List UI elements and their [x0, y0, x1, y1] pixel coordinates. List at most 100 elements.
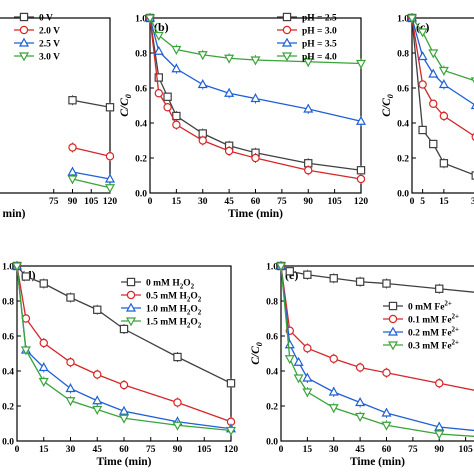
marker-square: [172, 111, 181, 121]
series-3: [67, 174, 116, 194]
marker-triangle-down: [144, 14, 156, 24]
y-tick-label: 0.0: [135, 190, 147, 200]
marker-square: [388, 301, 398, 311]
x-tick-label: 45: [355, 445, 365, 455]
x-tick-label: 120: [103, 197, 118, 207]
marker-square: [39, 279, 48, 288]
x-tick-label: 5: [420, 197, 425, 207]
y-tick-label: 0.4: [397, 120, 409, 130]
marker-triangle-up: [438, 79, 449, 89]
marker-triangle-down: [284, 355, 295, 365]
x-tick-label: 45: [224, 197, 234, 207]
marker-circle: [382, 368, 391, 377]
series-3: [11, 262, 237, 436]
marker-square: [173, 352, 182, 362]
marker-circle: [304, 166, 313, 175]
panel-label: (b): [154, 20, 169, 34]
marker-circle: [93, 370, 102, 379]
x-tick-label: 105: [459, 445, 474, 455]
marker-triangle-down: [387, 341, 399, 351]
series-line: [280, 265, 474, 437]
marker-triangle-down: [67, 175, 78, 185]
marker-triangle-down: [153, 31, 164, 41]
x-tick-label: 90: [68, 197, 78, 207]
marker-circle: [224, 146, 234, 156]
series-0: [12, 261, 236, 389]
marker-square: [154, 73, 163, 82]
y-tick-label: 0.2: [266, 403, 278, 413]
marker-circle: [163, 103, 172, 112]
y-tick-label: 0.8: [397, 50, 409, 60]
marker-square: [21, 272, 31, 281]
marker-circle: [388, 314, 398, 324]
y-tick-label: 1.0: [2, 263, 14, 273]
marker-circle: [173, 398, 182, 407]
marker-circle: [356, 174, 366, 184]
x-tick-label: 15: [439, 197, 449, 207]
x-tick-label: 90: [435, 445, 445, 455]
marker-triangle-down: [197, 51, 208, 61]
x-tick-label: 105: [84, 197, 99, 207]
legend-label: 1.5 mM H2O2: [146, 318, 202, 330]
x-axis-title: Time (min): [96, 456, 151, 468]
marker-triangle-down: [417, 28, 428, 38]
series-0: [68, 95, 115, 113]
legend-label: 2.5 V: [39, 40, 60, 50]
marker-triangle-up: [250, 93, 261, 103]
marker-triangle-down: [275, 262, 287, 272]
marker-triangle-down: [328, 404, 339, 414]
marker-triangle-down: [302, 388, 313, 398]
y-tick-label: 1.0: [135, 15, 147, 25]
marker-square: [119, 324, 129, 334]
marker-circle: [435, 379, 444, 388]
y-tick-label: 0.0: [397, 190, 409, 200]
marker-triangle-up: [417, 51, 428, 61]
marker-triangle-down: [355, 412, 366, 422]
marker-triangle-down: [293, 374, 304, 384]
marker-triangle-up: [302, 372, 313, 382]
y-tick-label: 0.6: [397, 85, 409, 95]
y-axis-title: C/C0: [119, 94, 133, 117]
marker-triangle-down: [11, 262, 23, 272]
x-tick-label: 15: [172, 197, 182, 207]
marker-triangle-up: [104, 173, 116, 183]
y-tick-label: 0.2: [397, 155, 409, 165]
marker-triangle-up: [38, 362, 49, 372]
marker-triangle-up: [153, 45, 164, 55]
marker-circle: [329, 354, 338, 363]
marker-triangle-down: [428, 49, 439, 59]
marker-triangle-up: [67, 166, 78, 176]
marker-circle: [303, 344, 312, 353]
x-tick-label: 75: [146, 445, 156, 455]
legend-label: 0 mM H2O2: [146, 279, 195, 291]
marker-circle: [119, 380, 129, 390]
marker-square: [285, 267, 294, 276]
y-tick-label: 0.0: [2, 438, 14, 448]
series-3: [144, 14, 367, 69]
marker-circle: [39, 338, 48, 348]
marker-triangle-up: [293, 356, 304, 366]
x-tick-label: 75: [49, 197, 59, 207]
legend-label: pH = 2.5: [302, 14, 337, 24]
legend-label: 1.0 mM H2O2: [146, 305, 202, 317]
legend-label: 0.2 mM Fe2+: [408, 326, 459, 339]
legend-label: 0 mM Fe2+: [408, 300, 452, 313]
x-tick-label: 60: [251, 197, 261, 207]
marker-square: [382, 279, 391, 288]
y-tick-label: 0.8: [135, 50, 147, 60]
y-tick-label: 0.4: [266, 368, 278, 378]
panel-e: 0 15 30 45 60 75 90 105 0.0 0.2 0.4 0.6 0.8 1.0 Time (…: [250, 260, 474, 468]
marker-circle: [126, 290, 136, 300]
marker-triangle-down: [250, 56, 261, 66]
legend-label: 0 V: [39, 14, 53, 24]
y-tick-label: 1.0: [266, 263, 278, 273]
marker-triangle-up: [284, 339, 295, 349]
legend-label: 3.0 V: [39, 53, 60, 63]
marker-triangle-up: [328, 386, 339, 396]
marker-triangle-down: [92, 405, 103, 415]
panel-b: 0 15 30 45 60 75 90 105 120 0.0 0.2 0.4 0.6 0.8 1.0 Tim…: [119, 12, 368, 220]
x-tick-label: 15: [303, 445, 313, 455]
series-line: [72, 99, 111, 108]
legend: 0 V 2.0 V 2.5 V 3.0 V: [14, 12, 60, 63]
series-line: [72, 146, 111, 157]
